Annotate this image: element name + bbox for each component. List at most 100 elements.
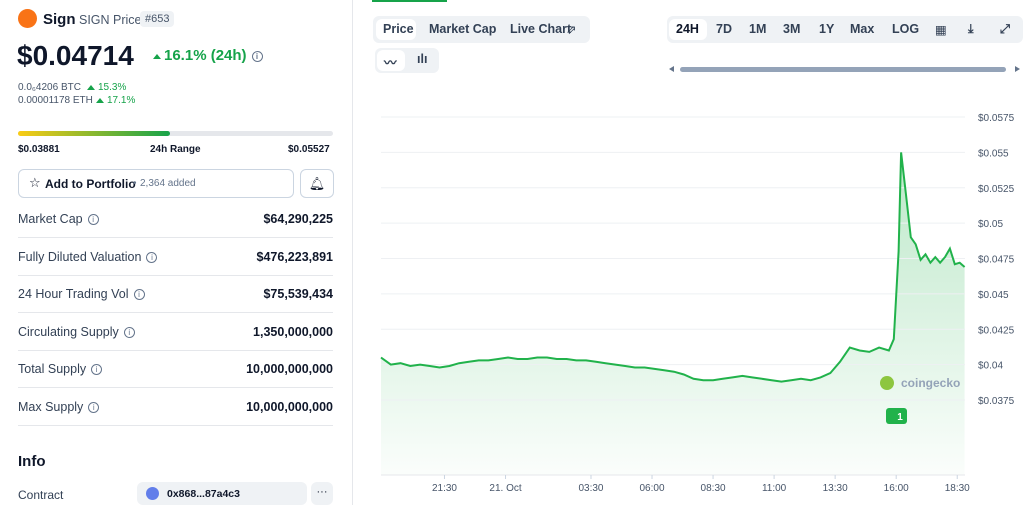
rank: #653	[140, 11, 175, 27]
stat-value: 10,000,000,000	[246, 399, 333, 414]
eth-change-text: 17.1%	[107, 95, 136, 106]
timeframe[interactable]: 24H	[676, 22, 699, 36]
eth-price: 0.00001178 ETH	[18, 95, 93, 106]
candle-type[interactable]: ılı	[417, 52, 428, 66]
stat-value: 10,000,000,000	[246, 362, 333, 376]
stat-label: Circulating Supply i	[18, 325, 135, 339]
x-tick-label: 18:30	[945, 483, 970, 494]
range-label: 24h Range	[150, 144, 201, 155]
x-tick-label: 21. Oct	[489, 483, 521, 494]
y-tick-label: $0.055	[978, 148, 1009, 159]
range-high: $0.05527	[288, 144, 330, 155]
stat-row: Total Supply i 10,000,000,000	[18, 350, 333, 388]
alert-button[interactable]: 🔔︎	[300, 169, 334, 198]
timeframe[interactable]: Max	[850, 22, 875, 36]
info-icon[interactable]: i	[146, 251, 158, 263]
x-tick-label: 06:00	[640, 483, 665, 494]
stat-label: 24 Hour Trading Vol i	[18, 287, 145, 301]
contract-label: Contract	[18, 488, 64, 502]
btc-change: 15.3%	[87, 82, 126, 93]
x-tick-label: 21:30	[432, 483, 457, 494]
x-tick-label: 11:00	[762, 483, 787, 494]
stat-row: Fully Diluted Valuation i $476,223,891	[18, 238, 333, 276]
tabs: Price Market Cap Live Chart ⇗	[373, 16, 590, 43]
info-icon[interactable]: i	[133, 289, 145, 301]
stat-value: $64,290,225	[263, 212, 333, 226]
tab[interactable]: Live Chart	[510, 22, 572, 36]
scroll-left[interactable]	[669, 66, 674, 72]
stat-row: Max Supply i 10,000,000,000	[18, 388, 333, 426]
stat-label: Market Cap i	[18, 212, 99, 226]
stat-value: $75,539,434	[263, 287, 333, 301]
price-line	[380, 152, 966, 383]
tab[interactable]: Market Cap	[429, 22, 497, 36]
y-tick-label: $0.05	[978, 219, 1003, 230]
timeframe[interactable]: 3M	[783, 22, 801, 36]
info-title: Info	[18, 453, 46, 470]
watermark-logo	[880, 376, 894, 390]
x-tick-label: 13:30	[823, 483, 848, 494]
price-change: 16.1% (24h) i	[153, 47, 263, 64]
line-type[interactable]: 〰	[384, 56, 397, 70]
btc-change-text: 15.3%	[98, 82, 127, 93]
timeframes: 24H 7D 1M 3M 1Y Max LOG ▦ ⤓ ⤢	[667, 16, 1023, 43]
portfolio-count: 2,364 added	[140, 178, 196, 189]
timeframe[interactable]: 7D	[716, 22, 732, 36]
range-low: $0.03881	[18, 144, 60, 155]
price-change-text: 16.1% (24h)	[164, 47, 247, 64]
range-bar	[18, 131, 333, 136]
event-badge-text: 1	[897, 412, 903, 423]
stat-value: $476,223,891	[256, 249, 333, 264]
y-tick-label: $0.0425	[978, 325, 1015, 336]
stat-label: Fully Diluted Valuation i	[18, 250, 158, 264]
tab[interactable]: Price	[383, 22, 414, 36]
y-tick-label: $0.0525	[978, 184, 1015, 195]
add-portfolio-text: Add to Portfolio	[45, 177, 136, 191]
contract-address: 0x868...87a4c3	[167, 488, 240, 500]
stat-row: Circulating Supply i 1,350,000,000	[18, 313, 333, 351]
info-icon[interactable]: i	[123, 326, 135, 338]
y-tick-label: $0.045	[978, 290, 1009, 301]
x-tick-label: 08:30	[701, 483, 726, 494]
scrollbar[interactable]	[680, 67, 1006, 72]
contract-pill[interactable]: 0x868...87a4c3	[137, 482, 307, 505]
scroll-right[interactable]	[1015, 66, 1020, 72]
fullscreen[interactable]: ⤢	[1000, 22, 1011, 36]
stat-label: Total Supply i	[18, 362, 103, 376]
more-button[interactable]: ···	[311, 482, 333, 505]
y-tick-label: $0.0475	[978, 255, 1015, 266]
stat-row: 24 Hour Trading Vol i $75,539,434	[18, 275, 333, 313]
price-chart: coingecko 1 $0.0575 $0.055 $0.0525 $0.05 $0.…	[380, 113, 1015, 494]
info-icon[interactable]: i	[88, 401, 100, 413]
stat-value: 1,350,000,000	[253, 324, 333, 339]
watermark: coingecko	[901, 376, 960, 390]
calendar[interactable]: ▦	[935, 23, 947, 37]
info-icon[interactable]: i	[91, 364, 103, 376]
divider	[352, 0, 353, 505]
eth-change: 17.1%	[96, 95, 135, 106]
price-area	[381, 152, 965, 475]
info-icon[interactable]: i	[87, 214, 99, 226]
chart-type: 〰 ılı	[375, 48, 439, 73]
timeframe[interactable]: 1M	[749, 22, 767, 36]
y-tick-label: $0.04	[978, 361, 1003, 372]
coin-logo	[18, 9, 37, 28]
stat-label: Max Supply i	[18, 400, 100, 414]
timeframe[interactable]: LOG	[892, 22, 920, 36]
tab-indicator	[372, 0, 447, 2]
stat-row: Market Cap i $64,290,225	[18, 200, 333, 238]
range-fill	[18, 131, 170, 136]
event-badge[interactable]	[886, 408, 907, 424]
y-tick-label: $0.0375	[978, 396, 1015, 407]
x-tick-label: 03:30	[578, 483, 603, 494]
add-portfolio-button[interactable]: ☆ Add to Portfolio • 2,364 added	[18, 169, 294, 198]
download[interactable]: ⤓	[968, 22, 974, 36]
coin-subtitle: SIGN Price	[79, 13, 142, 27]
x-tick-label: 16:00	[884, 483, 909, 494]
btc-price: 0.0₆4206 BTC	[18, 82, 81, 93]
timeframe[interactable]: 1Y	[819, 22, 835, 36]
coin-name: Sign	[43, 11, 76, 28]
y-tick-label: $0.0575	[978, 113, 1015, 124]
price: $0.04714	[17, 40, 134, 71]
